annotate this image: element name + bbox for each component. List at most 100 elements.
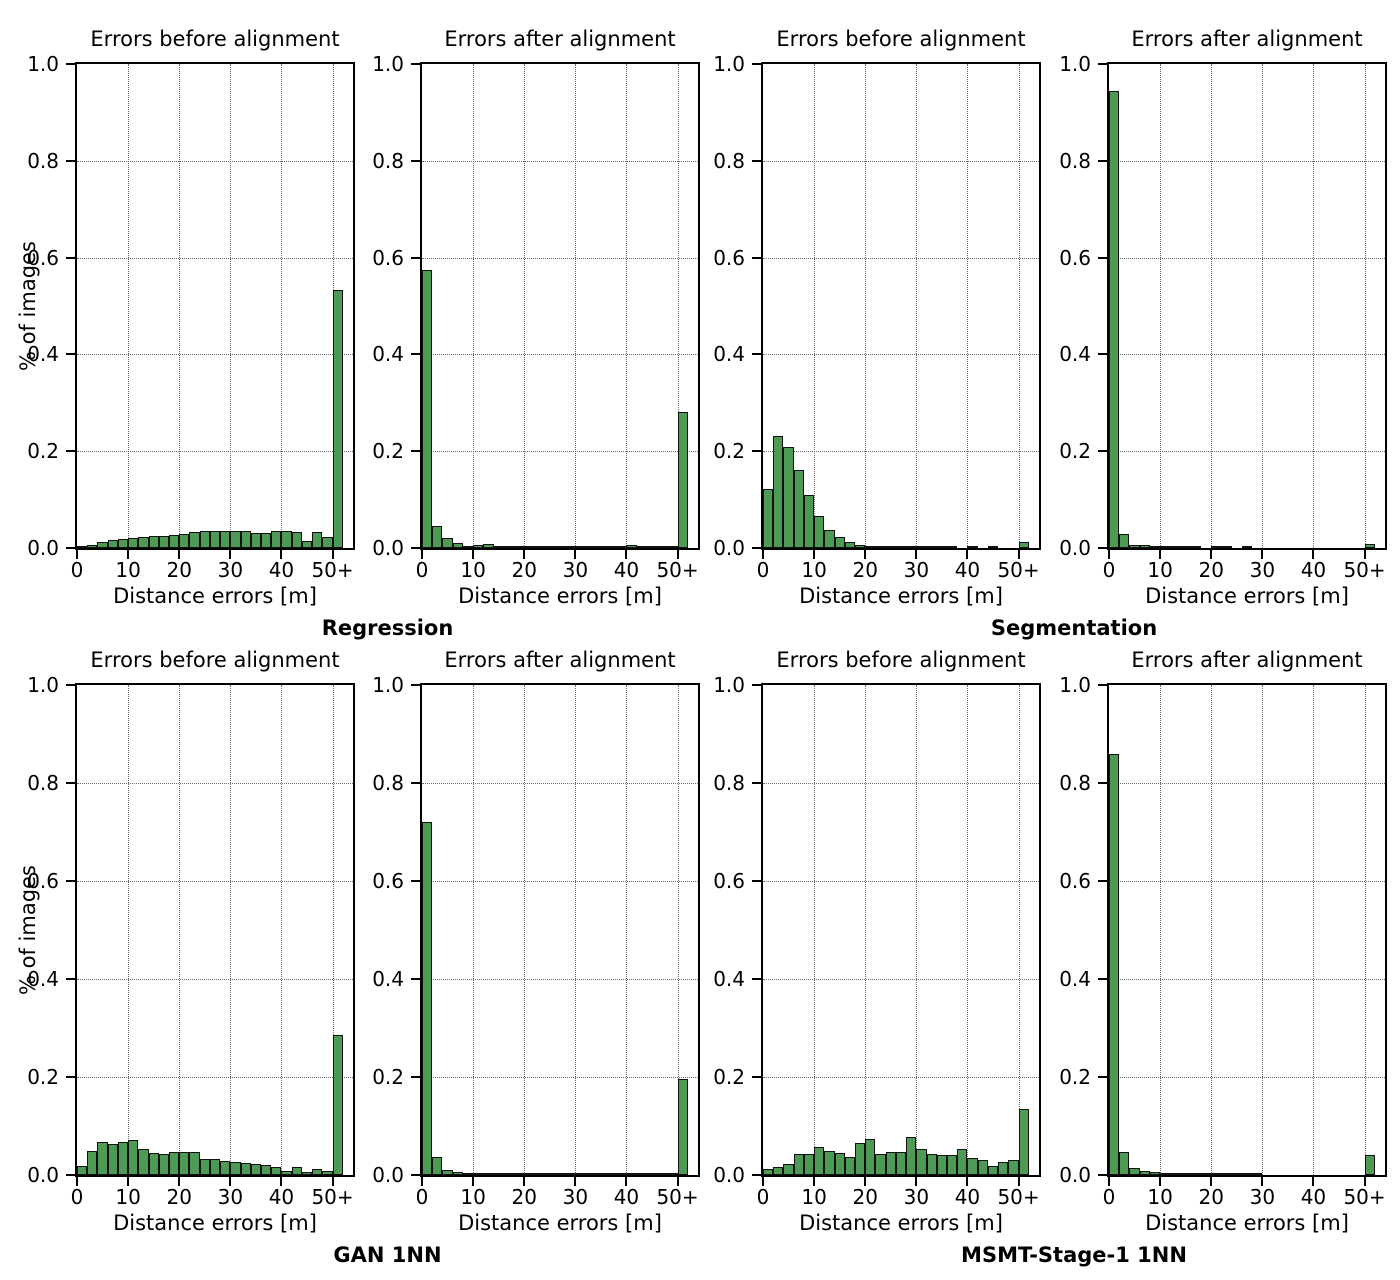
histogram-bar: [885, 1151, 896, 1175]
x-axis-label: Distance errors [m]: [799, 584, 1003, 608]
histogram-bar: [77, 546, 88, 548]
y-tick-label: 0.8: [27, 148, 59, 173]
y-tick: [66, 1076, 75, 1078]
axes-frame: [66, 62, 355, 559]
y-tick: [1098, 684, 1107, 686]
y-tick: [66, 1174, 75, 1176]
x-tick: [813, 550, 816, 559]
x-tick: [1159, 550, 1162, 559]
x-tick-label: 50+: [311, 1185, 354, 1209]
gridline: [77, 354, 353, 356]
plot-title: Errors after alignment: [1131, 648, 1363, 672]
histogram-bar: [169, 1151, 180, 1175]
x-tick: [1017, 550, 1020, 559]
y-axis-label: % of images: [16, 865, 40, 995]
x-tick: [762, 1177, 764, 1186]
histogram-bar: [97, 541, 108, 548]
y-tick-label: 0.8: [713, 771, 745, 795]
x-tick-label: 50+: [656, 1185, 699, 1209]
x-tick-label: 0: [1102, 1185, 1116, 1209]
y-tick-label: 0.8: [1059, 771, 1091, 795]
plot-title: Errors before alignment: [776, 648, 1026, 672]
histogram-bar: [1149, 546, 1161, 548]
y-tick-label: 0.4: [1059, 342, 1091, 367]
y-tick-label: 1.0: [372, 52, 404, 76]
histogram-bar: [834, 536, 845, 548]
y-tick-label: 0.2: [713, 439, 745, 464]
histogram-bar: [947, 1154, 958, 1175]
y-tick-label: 0.0: [27, 536, 59, 560]
y-tick: [1098, 782, 1107, 784]
histogram-bar: [865, 545, 876, 548]
x-tick: [1210, 1177, 1213, 1186]
gridline: [916, 64, 918, 548]
x-tick-label: 30: [1249, 1185, 1276, 1209]
histogram-bar: [875, 546, 886, 548]
x-tick-label: 10: [801, 1185, 827, 1209]
x-tick: [1108, 550, 1110, 559]
y-tick-label: 0.8: [1059, 148, 1091, 173]
gridline: [524, 685, 526, 1175]
gridline: [77, 783, 353, 784]
histogram-bar: [189, 1151, 200, 1175]
y-tick: [752, 353, 761, 356]
histogram-bar: [271, 1166, 282, 1175]
histogram-bar: [250, 1164, 261, 1175]
histogram-bar: [855, 544, 866, 548]
histogram-bar: [865, 1139, 876, 1175]
histogram-bar: [947, 546, 958, 548]
y-tick: [752, 1174, 761, 1176]
y-tick: [411, 684, 420, 686]
gridline: [1109, 257, 1385, 259]
gridline: [967, 685, 969, 1175]
axes-frame: [411, 62, 700, 559]
histogram-bar: [1364, 1155, 1375, 1175]
group-label-msmt-stage-1-1nn: MSMT-Stage-1 1NN: [961, 1243, 1187, 1267]
histogram-bar: [926, 1154, 937, 1175]
gridline: [281, 685, 283, 1175]
x-tick-label: 20: [166, 1185, 192, 1209]
y-tick-label: 0.6: [1059, 869, 1091, 893]
gridline: [1364, 64, 1366, 548]
x-tick-label: 50+: [1343, 1185, 1386, 1209]
y-tick-label: 0.2: [1059, 439, 1091, 464]
y-tick: [752, 547, 761, 549]
plot-regression-before-alignment: Errors before alignment Distance errors …: [27, 27, 355, 608]
y-tick-label: 0.6: [713, 245, 745, 270]
histogram-bar: [250, 533, 261, 548]
histogram-bar: [77, 1166, 88, 1175]
histogram-bar: [107, 1144, 118, 1175]
y-tick-label: 0.4: [27, 967, 59, 991]
gridline: [422, 1077, 698, 1078]
histogram-bar: [793, 1154, 804, 1175]
histogram-bar: [763, 489, 774, 548]
histogram-bar: [575, 546, 586, 548]
histogram-bar: [824, 1151, 835, 1175]
y-tick-label: 0.0: [372, 1163, 404, 1187]
x-tick: [76, 1177, 78, 1186]
gridline: [1109, 160, 1385, 162]
y-tick-label: 1.0: [372, 673, 404, 697]
histogram-bar: [442, 538, 453, 548]
histogram-bar: [332, 1035, 343, 1175]
x-tick-label: 0: [70, 1185, 84, 1209]
y-tick: [411, 547, 420, 549]
x-tick: [280, 1177, 283, 1186]
y-tick: [1098, 547, 1107, 549]
plot-title: Errors after alignment: [444, 27, 676, 51]
histogram-bar: [199, 1159, 210, 1175]
x-tick: [280, 550, 283, 559]
histogram-bar: [1129, 544, 1140, 548]
gridline: [1109, 783, 1385, 784]
x-tick: [813, 1177, 816, 1186]
histogram-bar: [291, 1167, 302, 1175]
gridline: [1109, 1077, 1385, 1078]
histogram-bar: [885, 546, 896, 548]
histogram-bar: [158, 1154, 169, 1175]
y-tick-label: 0.2: [1059, 1065, 1091, 1089]
histogram-bar: [895, 546, 907, 548]
x-tick-label: 0: [70, 558, 84, 582]
x-tick: [1363, 1177, 1366, 1186]
histogram-bar: [626, 544, 637, 548]
x-tick: [1159, 1177, 1162, 1186]
